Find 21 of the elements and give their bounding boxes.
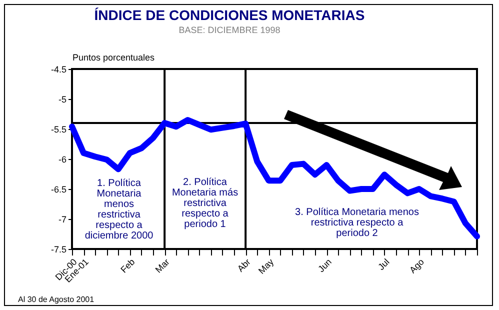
y-tick-label: -6.5 (50, 184, 66, 194)
chart-title: ÍNDICE DE CONDICIONES MONETARIAS (94, 7, 365, 23)
x-tick-label: Jul (376, 256, 392, 272)
y-tick-label: -7.5 (50, 244, 66, 254)
annotation: 2. Política Monetaria más restrictiva respecto a periodo 1 (172, 177, 238, 230)
y-tick-label: -4.5 (50, 64, 66, 74)
x-tick-label: Jun (316, 256, 334, 274)
y-tick-label: -6 (58, 154, 66, 164)
y-axis-title: Puntos porcentuales (72, 52, 156, 62)
chart-subtitle: BASE: DICIEMBRE 1998 (178, 25, 280, 35)
x-tick-label: May (256, 256, 276, 276)
y-tick-label: -5.5 (50, 124, 66, 134)
y-tick-label: -5 (58, 94, 66, 104)
x-tick-label: Mar (153, 256, 172, 275)
annotation: 1. Política Monetaria menos restrictiva respecto a diciembre 2000 (84, 178, 154, 242)
x-tick-label: Ago (408, 256, 426, 276)
x-tick-label: Abr (235, 256, 252, 274)
y-tick-label: -7 (58, 214, 66, 224)
x-tick-label: Feb (118, 256, 137, 275)
annotation: 3. Política Monetaria menos restrictiva respecto a periodo 2 (295, 207, 419, 239)
text: Al 30 de Agosto 2001 (18, 295, 95, 304)
